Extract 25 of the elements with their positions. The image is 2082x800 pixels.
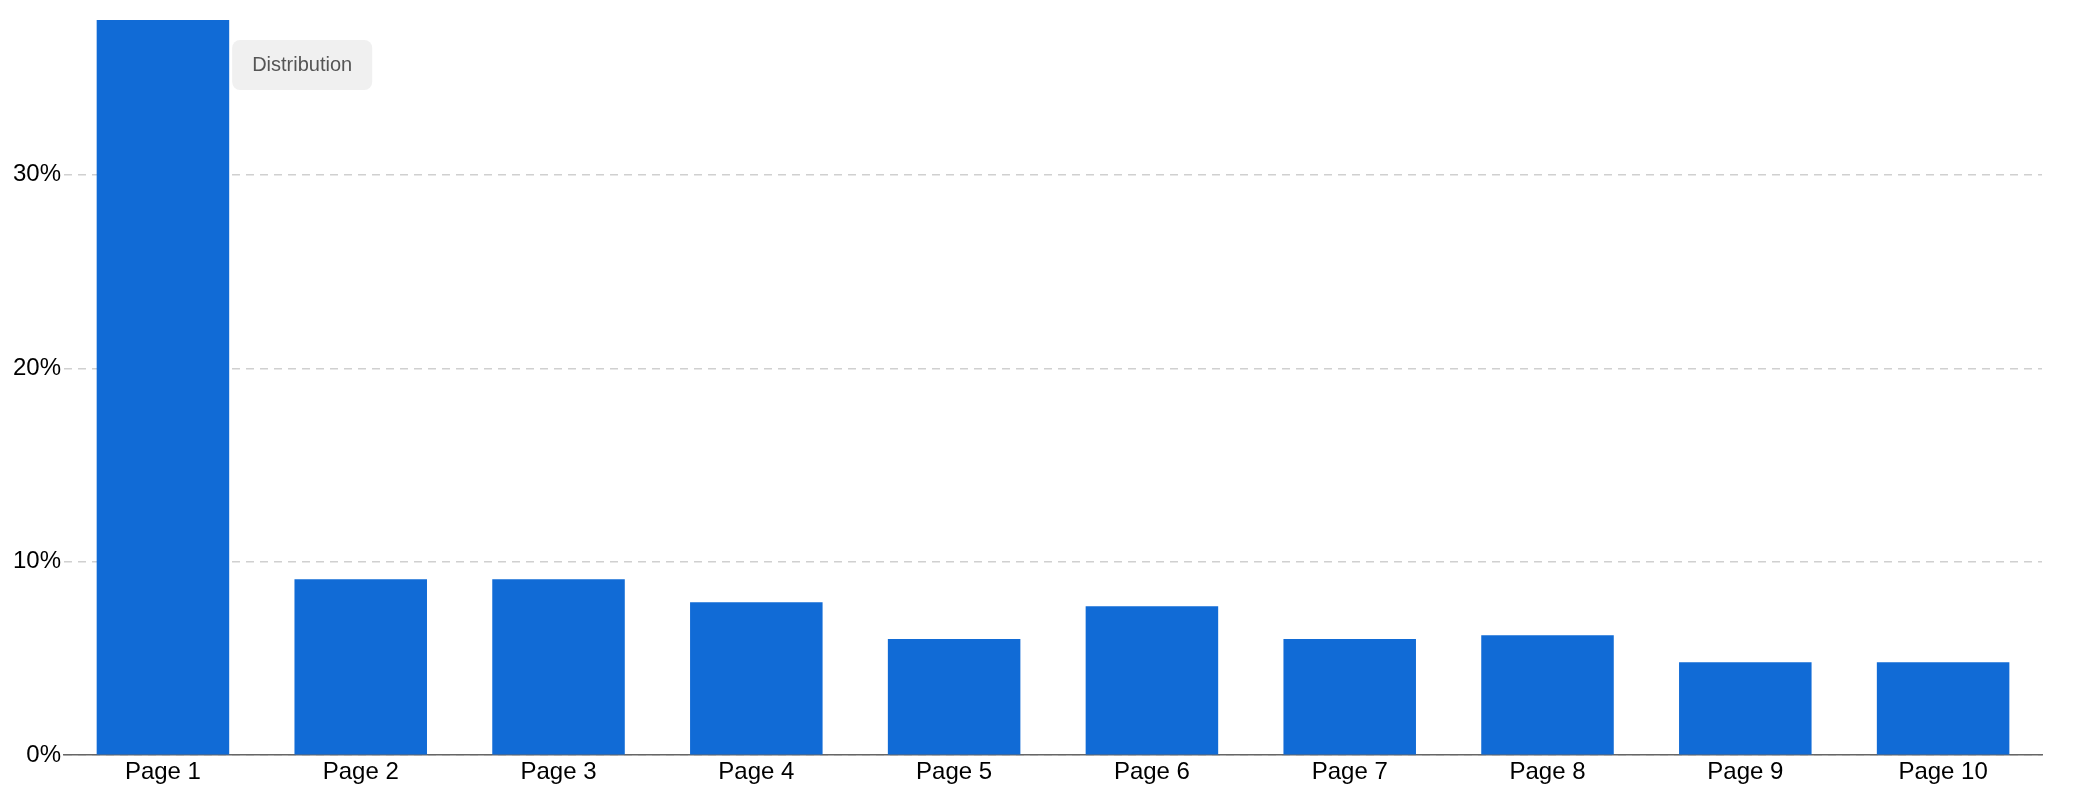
bar [887, 639, 1021, 755]
y-tick-label: 30% [12, 159, 62, 187]
bar [294, 579, 427, 755]
bar [1085, 606, 1219, 755]
bar [96, 20, 230, 755]
bar [492, 579, 625, 755]
bar [1481, 635, 1614, 755]
x-tick-label: Page 3 [520, 757, 597, 785]
annotation: Distribution [252, 52, 353, 75]
x-tick-label: Page 2 [322, 757, 399, 785]
x-tick-label: Page 9 [1707, 757, 1784, 785]
x-tick-label: Page 1 [124, 757, 201, 785]
x-tick-label: Page 6 [1113, 757, 1190, 785]
x-tick-label: Page 5 [916, 757, 993, 785]
y-tick-label: 20% [12, 352, 62, 380]
y-tick-label: 10% [12, 546, 62, 574]
bar [1679, 662, 1812, 755]
y-tick-label: 0% [26, 739, 62, 767]
x-tick-label: Page 10 [1898, 757, 1988, 785]
x-tick-label: Page 7 [1311, 757, 1388, 785]
bar [1876, 662, 2010, 755]
x-tick-label: Page 8 [1509, 757, 1586, 785]
x-tick-label: Page 4 [718, 757, 795, 785]
bar [1283, 639, 1416, 755]
bar [690, 602, 823, 755]
